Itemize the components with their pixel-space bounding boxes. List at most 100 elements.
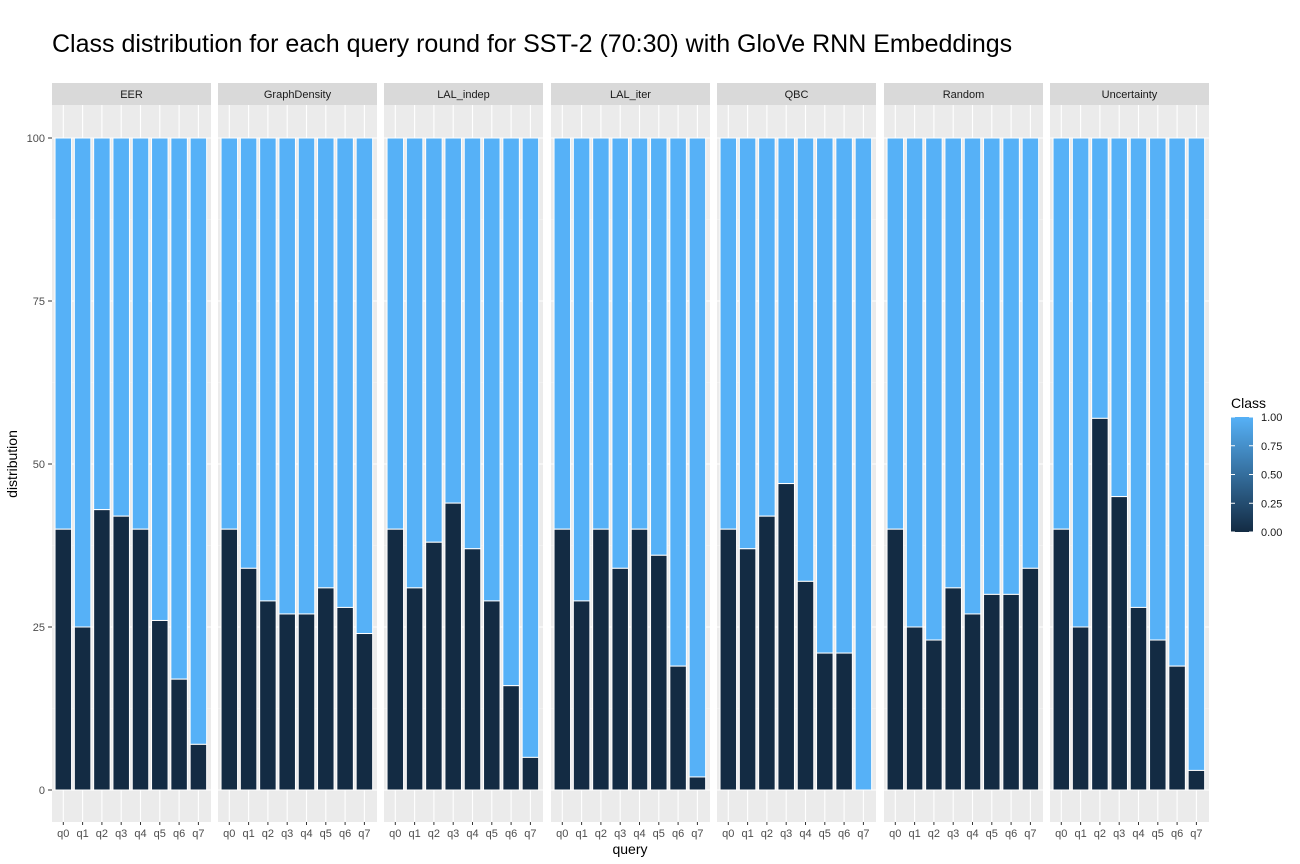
bar-class-0-q1: [405, 587, 424, 791]
bar-class-1-q2: [758, 137, 776, 517]
facet-label: Random: [943, 89, 985, 101]
bar-class-1-q4: [1129, 137, 1148, 608]
legend-tick-label: 0.00: [1261, 527, 1282, 539]
bar-class-0-q4: [463, 548, 482, 791]
x-tick-label: q2: [761, 828, 773, 840]
x-tick-label: q4: [966, 828, 978, 840]
bar-class-1-q2: [93, 137, 111, 511]
bar-class-1-q5: [816, 137, 834, 654]
facets: EER q0 q1 q2 q3 q4 q5 q6 q7 GraphDensity q0 q1 q2 q3 q…: [52, 83, 1209, 840]
bar-class-0-q5: [1149, 639, 1167, 791]
bar-class-1-q0: [386, 137, 405, 530]
x-tick-label: q1: [575, 828, 587, 840]
bar-class-0-q2: [425, 541, 443, 791]
bar-class-0-q5: [983, 593, 1001, 791]
bar-class-1-q3: [1110, 137, 1128, 498]
bar-class-0-q5: [151, 619, 169, 791]
bar-class-0-q3: [278, 613, 296, 791]
legend-ticks: 1.00 0.75 0.50 0.25 0.00: [1231, 412, 1282, 539]
bar-class-1-q1: [239, 137, 258, 569]
x-tick-label: q6: [672, 828, 684, 840]
x-tick-label: q5: [1152, 828, 1164, 840]
legend-tick-label: 1.00: [1261, 412, 1282, 424]
bar-class-1-q4: [463, 137, 482, 550]
bar-class-0-q3: [444, 502, 462, 791]
y-tick-label: 0: [39, 785, 45, 797]
bar-class-0-q2: [1091, 417, 1109, 791]
bar-class-1-q5: [650, 137, 668, 556]
bar-class-0-q5: [650, 554, 668, 791]
bar-class-1-q6: [336, 137, 354, 608]
x-tick-label: q6: [1005, 828, 1017, 840]
x-tick-label: q5: [320, 828, 332, 840]
bar-class-1-q5: [483, 137, 501, 602]
x-tick-label: q0: [389, 828, 401, 840]
legend: Class 1.00 0.75 0.50 0.25 0.00: [1231, 395, 1282, 539]
bar-class-1-q5: [983, 137, 1001, 595]
facet-lal-iter: LAL_iter q0 q1 q2 q3 q4 q5 q6 q7: [551, 83, 710, 840]
bar-class-0-q6: [336, 606, 354, 791]
bar-class-0-q5: [816, 652, 834, 791]
bar-class-1-q7: [688, 137, 707, 778]
bar-class-0-q3: [1110, 496, 1128, 791]
facet-strip: [1050, 83, 1209, 105]
facet-strip: [384, 83, 543, 105]
bar-class-1-q6: [1002, 137, 1020, 595]
facet-strip: [52, 83, 211, 105]
bar-class-0-q4: [297, 613, 316, 791]
bar-class-1-q6: [669, 137, 687, 667]
bar-class-1-q6: [502, 137, 520, 687]
facet-label: Uncertainty: [1102, 89, 1158, 101]
bar-class-0-q2: [758, 515, 776, 791]
facet-strip: [551, 83, 710, 105]
bar-class-0-q2: [93, 509, 111, 791]
bar-class-1-q6: [170, 137, 188, 680]
bar-class-0-q6: [669, 665, 687, 791]
legend-title: Class: [1231, 395, 1266, 411]
y-axis: 0 25 50 75 100: [27, 133, 52, 797]
bar-class-1-q2: [425, 137, 443, 543]
bar-class-0-q7: [521, 756, 540, 791]
bar-class-1-q3: [112, 137, 130, 517]
x-tick-label: q5: [486, 828, 498, 840]
x-tick-label: q3: [281, 828, 293, 840]
bar-class-0-q0: [220, 528, 239, 791]
x-tick-label: q7: [1190, 828, 1202, 840]
bar-class-1-q5: [1149, 137, 1167, 641]
x-tick-label: q4: [1132, 828, 1144, 840]
bar-class-0-q7: [1187, 769, 1206, 791]
x-tick-label: q0: [1055, 828, 1067, 840]
x-tick-label: q6: [838, 828, 850, 840]
x-tick-label: q3: [614, 828, 626, 840]
legend-colorbar: [1231, 417, 1253, 532]
bar-class-0-q3: [112, 515, 130, 791]
x-tick-label: q1: [908, 828, 920, 840]
bar-class-1-q2: [259, 137, 277, 602]
bar-class-0-q0: [386, 528, 405, 791]
bar-class-1-q1: [1071, 137, 1090, 628]
x-tick-label: q7: [524, 828, 536, 840]
bar-class-0-q5: [483, 600, 501, 791]
bar-class-1-q3: [444, 137, 462, 504]
x-tick-label: q7: [1024, 828, 1036, 840]
facet-label: LAL_iter: [610, 89, 651, 101]
x-tick-label: q7: [358, 828, 370, 840]
chart-title: Class distribution for each query round …: [52, 30, 1012, 58]
bar-class-0-q1: [239, 567, 258, 791]
bar-class-0-q2: [925, 639, 943, 791]
facet-label: LAL_indep: [437, 89, 490, 101]
bar-class-0-q3: [777, 483, 795, 791]
facet-lal-indep: LAL_indep q0 q1 q2 q3 q4 q5 q6 q7: [384, 83, 543, 840]
bar-class-0-q0: [553, 528, 572, 791]
facet-random: Random q0 q1 q2 q3 q4 q5 q6 q7: [884, 83, 1043, 840]
bar-class-0-q6: [502, 685, 520, 791]
bar-class-0-q4: [796, 580, 815, 791]
bar-class-0-q2: [592, 528, 610, 791]
bar-class-0-q6: [1168, 665, 1186, 791]
bar-class-1-q2: [592, 137, 610, 530]
bar-class-1-q7: [355, 137, 374, 635]
bar-class-0-q1: [572, 600, 591, 791]
bar-class-1-q0: [220, 137, 239, 530]
bar-class-1-q1: [738, 137, 757, 550]
